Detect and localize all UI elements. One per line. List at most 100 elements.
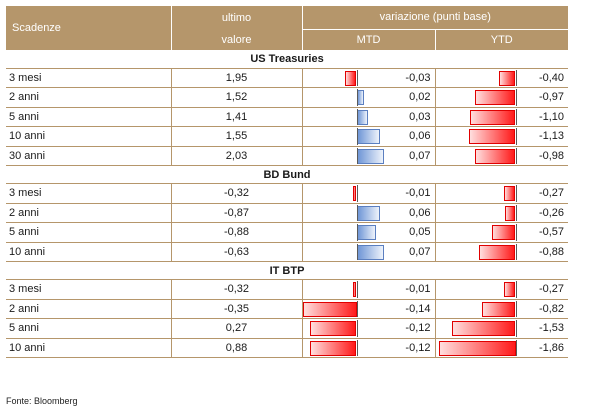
mtd-axis-line bbox=[356, 339, 358, 356]
ytd-cell: -0,26 bbox=[435, 203, 569, 223]
mtd-cell: 0,06 bbox=[302, 126, 436, 147]
mtd-value: 0,07 bbox=[409, 245, 431, 258]
ytd-bar bbox=[452, 321, 516, 336]
mtd-cell: -0,03 bbox=[302, 68, 436, 88]
mtd-bar bbox=[310, 321, 357, 336]
mtd-value: 0,06 bbox=[409, 206, 431, 219]
ytd-bar bbox=[481, 301, 516, 317]
ytd-value: -1,13 bbox=[538, 130, 565, 142]
mtd-cell: -0,12 bbox=[302, 338, 436, 358]
ytd-bar bbox=[504, 205, 516, 221]
ytd-axis-line bbox=[515, 339, 517, 356]
mtd-axis-line bbox=[356, 281, 358, 298]
ytd-axis-line bbox=[515, 320, 517, 337]
tenor-cell: 10 anni bbox=[6, 242, 172, 262]
last-value-cell: -0,87 bbox=[171, 203, 303, 223]
table-header: Scadenze ultimo variazione (punti base) … bbox=[6, 6, 569, 50]
tenor-cell: 5 anni bbox=[6, 107, 172, 127]
ytd-bar bbox=[469, 109, 516, 125]
mtd-bar bbox=[356, 129, 380, 144]
ytd-bar bbox=[491, 225, 516, 240]
ytd-axis-line bbox=[515, 89, 517, 106]
mtd-bar bbox=[356, 244, 384, 260]
ytd-value: -0,40 bbox=[538, 71, 565, 84]
last-value-cell: 1,95 bbox=[171, 68, 303, 88]
last-value-cell: -0,88 bbox=[171, 222, 303, 243]
table-row: 5 anni 1,41 0,03 -1,10 bbox=[6, 107, 569, 127]
ytd-bar bbox=[468, 129, 516, 144]
mtd-axis-line bbox=[356, 320, 358, 337]
last-value-cell: 2,03 bbox=[171, 146, 303, 166]
mtd-bar bbox=[356, 109, 369, 125]
ytd-bar bbox=[479, 244, 516, 260]
ytd-cell: -1,13 bbox=[435, 126, 569, 147]
tenor-cell: 2 anni bbox=[6, 203, 172, 223]
table-row: 10 anni 1,55 0,06 -1,13 bbox=[6, 126, 569, 147]
tenor-cell: 2 anni bbox=[6, 299, 172, 319]
mtd-value: -0,03 bbox=[405, 71, 431, 84]
yield-table: Scadenze ultimo variazione (punti base) … bbox=[6, 6, 569, 358]
mtd-cell: 0,02 bbox=[302, 87, 436, 108]
last-value-cell: 1,55 bbox=[171, 126, 303, 147]
mtd-cell: 0,07 bbox=[302, 242, 436, 262]
ytd-value: -1,10 bbox=[538, 110, 565, 123]
ytd-bar bbox=[474, 148, 516, 164]
tenor-cell: 30 anni bbox=[6, 146, 172, 166]
ytd-value: -0,27 bbox=[538, 283, 565, 295]
ytd-axis-line bbox=[515, 300, 517, 317]
ytd-cell: -0,57 bbox=[435, 222, 569, 243]
mtd-axis-line bbox=[356, 128, 358, 145]
ytd-cell: -1,86 bbox=[435, 338, 569, 358]
table-row: 5 anni -0,88 0,05 -0,57 bbox=[6, 222, 569, 243]
table-row: 2 anni -0,87 0,06 -0,26 bbox=[6, 203, 569, 223]
last-value-cell: -0,32 bbox=[171, 183, 303, 204]
table-row: 10 anni -0,63 0,07 -0,88 bbox=[6, 242, 569, 262]
source-note: Fonte: Bloomberg bbox=[6, 396, 78, 406]
mtd-value: 0,07 bbox=[409, 149, 431, 162]
ytd-cell: -0,82 bbox=[435, 299, 569, 319]
ytd-cell: -0,98 bbox=[435, 146, 569, 166]
mtd-cell: 0,07 bbox=[302, 146, 436, 166]
ytd-axis-line bbox=[515, 69, 517, 86]
ytd-value: -0,27 bbox=[538, 187, 565, 199]
ytd-value: -1,86 bbox=[538, 341, 565, 354]
mtd-cell: -0,12 bbox=[302, 318, 436, 339]
ytd-cell: -1,53 bbox=[435, 318, 569, 339]
table-body: US Treasuries 3 mesi 1,95 -0,03 -0,40 2 anni 1… bbox=[6, 50, 569, 358]
last-value-cell: -0,35 bbox=[171, 299, 303, 319]
mtd-cell: 0,05 bbox=[302, 222, 436, 243]
table-row: 3 mesi 1,95 -0,03 -0,40 bbox=[6, 68, 569, 88]
mtd-axis-line bbox=[356, 204, 358, 221]
tenor-cell: 10 anni bbox=[6, 338, 172, 358]
section-header-row: IT BTP bbox=[6, 261, 569, 280]
ytd-value: -0,57 bbox=[538, 226, 565, 238]
mtd-axis-line bbox=[356, 69, 358, 86]
ytd-cell: -0,97 bbox=[435, 87, 569, 108]
mtd-value: -0,01 bbox=[405, 283, 431, 295]
table-row: 10 anni 0,88 -0,12 -1,86 bbox=[6, 338, 569, 358]
ytd-value: -0,98 bbox=[538, 149, 565, 162]
header-valore: valore bbox=[171, 29, 303, 50]
tenor-cell: 10 anni bbox=[6, 126, 172, 147]
mtd-bar bbox=[356, 148, 384, 164]
tenor-cell: 5 anni bbox=[6, 222, 172, 243]
mtd-bar bbox=[356, 90, 365, 105]
ytd-cell: -0,27 bbox=[435, 279, 569, 300]
ytd-value: -0,97 bbox=[538, 91, 565, 103]
mtd-axis-line bbox=[356, 89, 358, 106]
mtd-cell: 0,06 bbox=[302, 203, 436, 223]
ytd-value: -0,26 bbox=[538, 206, 565, 219]
ytd-value: -0,82 bbox=[538, 302, 565, 315]
ytd-cell: -0,40 bbox=[435, 68, 569, 88]
table-row: 3 mesi -0,32 -0,01 -0,27 bbox=[6, 183, 569, 204]
last-value-cell: -0,63 bbox=[171, 242, 303, 262]
mtd-cell: -0,14 bbox=[302, 299, 436, 319]
section-header-row: BD Bund bbox=[6, 165, 569, 184]
header-mtd: MTD bbox=[302, 29, 436, 50]
table-row: 3 mesi -0,32 -0,01 -0,27 bbox=[6, 279, 569, 300]
ytd-cell: -0,27 bbox=[435, 183, 569, 204]
mtd-axis-line bbox=[356, 243, 358, 260]
last-value-cell: 1,41 bbox=[171, 107, 303, 127]
mtd-bar bbox=[356, 225, 376, 240]
mtd-axis-line bbox=[356, 224, 358, 241]
